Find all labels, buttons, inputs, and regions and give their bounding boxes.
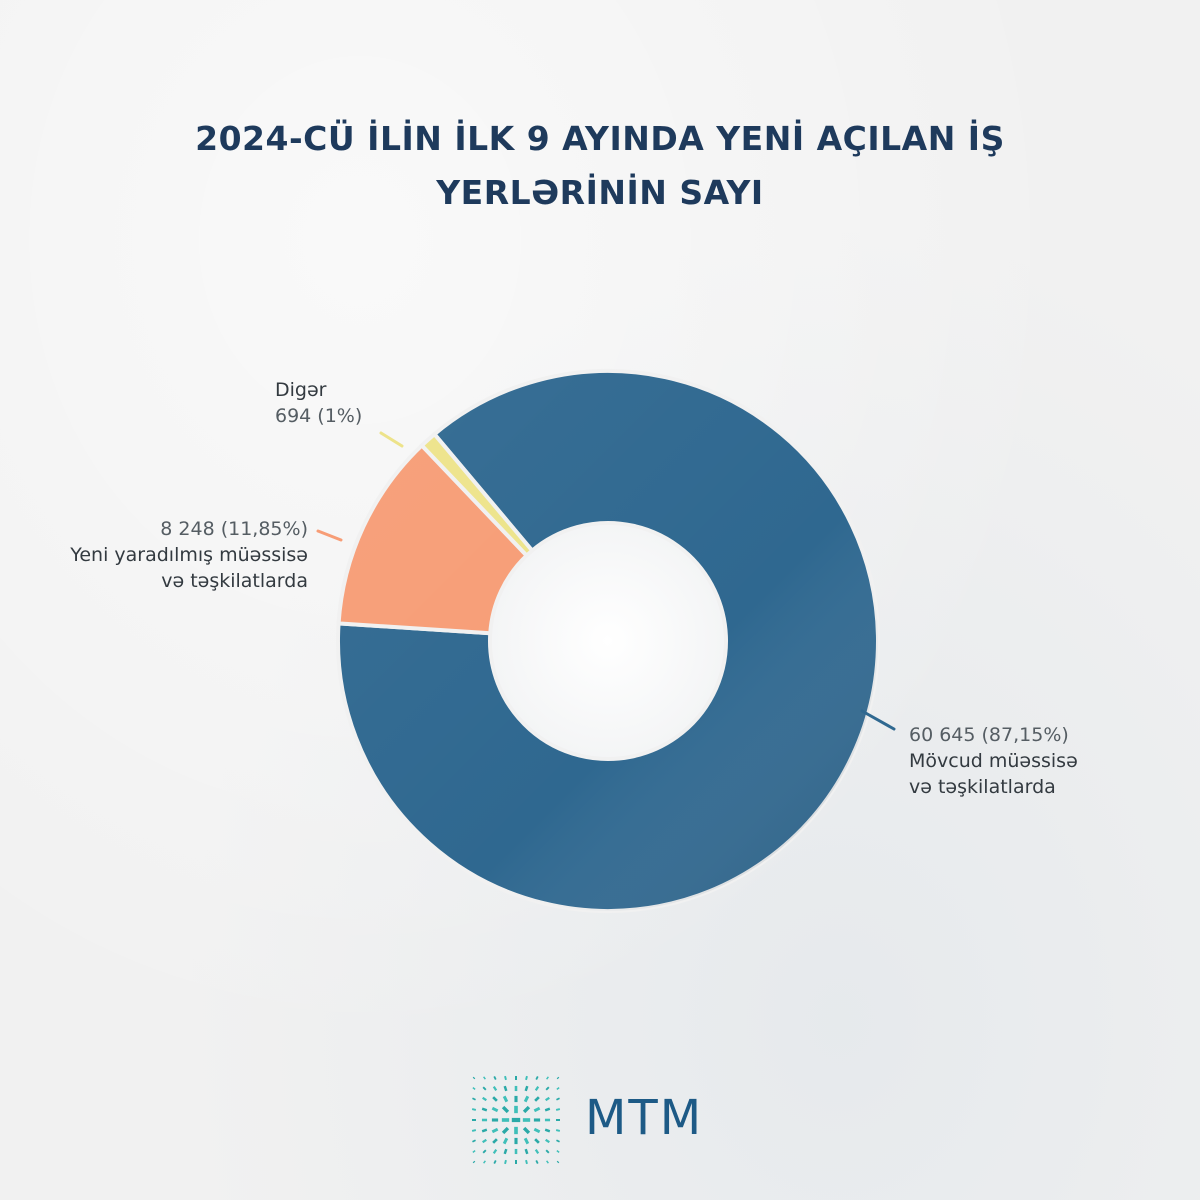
chart-title: 2024-CÜ İLİN İLK 9 AYINDA YENİ AÇILAN İŞ… xyxy=(100,112,1100,220)
title-line-2: YERLƏRİNİN SAYI xyxy=(436,173,764,212)
label-yeni-line2: və təşkilatlarda xyxy=(161,570,308,592)
label-digar-value: 694 (1%) xyxy=(275,405,363,427)
donut-hole xyxy=(492,525,724,757)
leader-digar xyxy=(379,431,404,448)
title-line-1: 2024-CÜ İLİN İLK 9 AYINDA YENİ AÇILAN İŞ xyxy=(195,119,1005,158)
label-movcud-line2: və təşkilatlarda xyxy=(909,776,1056,798)
label-yeni-value: 8 248 (11,85%) xyxy=(160,518,308,540)
label-yeni: 8 248 (11,85%) Yeni yaradılmış müəssisə … xyxy=(70,516,308,594)
brand-name: MTM xyxy=(585,1090,704,1146)
leader-movcud xyxy=(860,709,896,731)
label-yeni-line1: Yeni yaradılmış müəssisə xyxy=(70,544,308,566)
label-movcud: 60 645 (87,15%) Mövcud müəssisə və təşki… xyxy=(909,722,1078,800)
label-movcud-value: 60 645 (87,15%) xyxy=(909,724,1069,746)
ring-shading xyxy=(338,371,878,911)
label-digar: Digər 694 (1%) xyxy=(275,377,362,429)
leader-yeni xyxy=(316,529,343,542)
label-digar-name: Digər xyxy=(275,379,327,401)
mtm-logo-icon xyxy=(471,1075,561,1165)
label-movcud-line1: Mövcud müəssisə xyxy=(909,750,1078,772)
